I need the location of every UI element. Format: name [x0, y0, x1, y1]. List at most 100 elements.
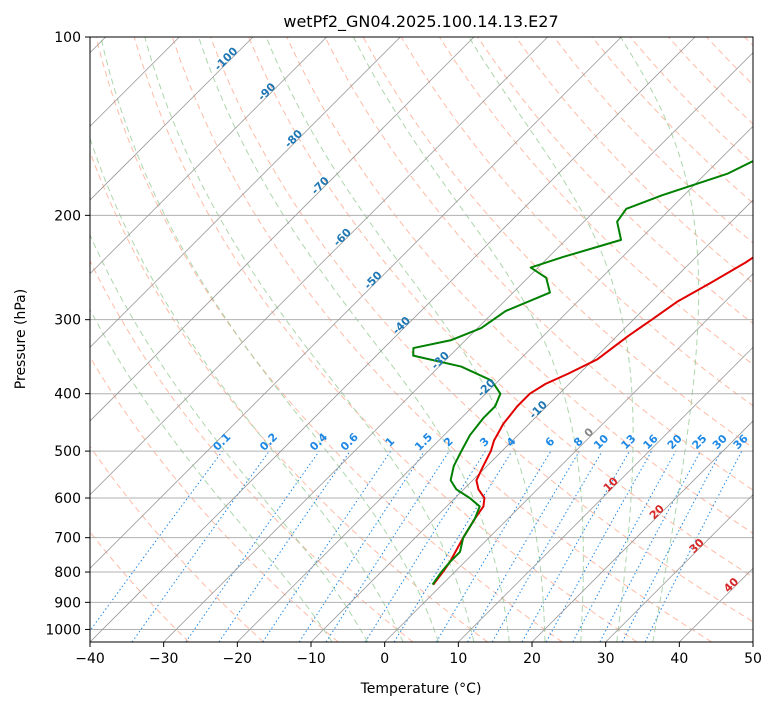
mixing-ratio-line	[644, 450, 743, 642]
moist-adiabat-line	[90, 136, 404, 642]
mixing-ratio-label: 6	[543, 434, 558, 449]
isotherm-gridline	[384, 273, 753, 642]
mixing-ratio-label: 1	[383, 435, 398, 450]
mixing-ratio-line	[90, 450, 223, 632]
mixing-ratio-label: 30	[710, 432, 730, 452]
y-tick-label: 600	[54, 491, 81, 507]
moist-adiabat-line	[198, 37, 510, 642]
isotherm-gridline	[90, 37, 401, 348]
isotherm-gridline	[752, 641, 753, 642]
y-tick-label: 1000	[45, 622, 81, 638]
mixing-ratio-label: 25	[690, 432, 710, 452]
temperature-profile-line	[432, 256, 753, 586]
mixing-ratio-label: 13	[619, 432, 639, 452]
x-tick-label: 0	[380, 651, 389, 667]
y-axis-label: Pressure (hPa)	[13, 289, 29, 389]
mixing-ratio-label: 36	[731, 432, 751, 452]
dry-adiabat-line	[90, 445, 264, 642]
isotherm-label: -70	[309, 174, 332, 197]
x-tick-label: −10	[296, 651, 326, 667]
y-tick-label: 900	[54, 595, 81, 611]
isotherm-gridline	[237, 125, 753, 642]
isotherm-gridline	[531, 420, 753, 642]
isotherm-label: -80	[282, 127, 305, 150]
moist-adiabat-line	[265, 37, 546, 642]
dry-adiabat-line	[286, 37, 753, 534]
isotherm-gridline	[90, 37, 622, 569]
axes: −40 −30 −20 −10 0 10 20 30 40 5010020030040050060…	[45, 30, 762, 667]
mixing-ratio-line	[218, 450, 351, 642]
x-tick-label: 40	[670, 651, 688, 667]
background-lines	[90, 37, 753, 642]
isotherm-gridline	[90, 37, 475, 422]
y-tick-label: 300	[54, 313, 81, 329]
mixing-ratio-line	[185, 450, 320, 642]
mixing-ratio-line	[393, 450, 513, 642]
mixing-ratio-label: 0.4	[307, 430, 330, 453]
isotherm-gridline	[605, 494, 753, 642]
dry-adiabat-line	[324, 37, 753, 491]
mixing-ratio-label: 2	[441, 435, 456, 450]
isotherm-label: -30	[429, 349, 452, 372]
moist-adiabat-line	[353, 37, 584, 642]
isotherm-label: -40	[390, 314, 413, 337]
mixing-ratio-label: 8	[571, 435, 586, 450]
x-tick-label: 10	[449, 651, 467, 667]
isotherm-label-warm: 10	[601, 474, 621, 494]
isotherm-gridline	[458, 346, 753, 642]
mixing-ratio-line	[131, 450, 270, 642]
mixing-ratio-line	[325, 450, 450, 642]
dry-adiabat-line	[133, 37, 638, 642]
isotherm-gridline	[310, 199, 753, 642]
moist-adiabat-line	[620, 37, 700, 642]
isotherm-gridline	[90, 37, 696, 642]
dry-adiabat-line	[90, 356, 339, 642]
isotherm-gridline	[90, 37, 254, 201]
isotherm-gridline	[90, 37, 548, 496]
y-tick-label: 700	[54, 531, 81, 547]
dry-adiabat-line	[171, 37, 712, 642]
isotherm-label: -10	[527, 398, 550, 421]
moist-adiabat-line	[468, 37, 634, 642]
dry-adiabat-line	[95, 37, 563, 642]
chart-title: wetPf2_GN04.2025.100.14.13.E27	[283, 12, 558, 32]
dry-adiabat-line	[90, 259, 414, 642]
isotherm-gridline	[163, 52, 753, 642]
mixing-ratio-label: 1.5	[412, 431, 435, 454]
isotherm-label-warm: 40	[721, 575, 741, 595]
mixing-ratio-line	[521, 450, 630, 642]
moist-adiabat-line	[90, 308, 333, 642]
mixing-ratio-label: 0.6	[338, 430, 361, 453]
x-tick-label: −30	[149, 651, 179, 667]
dry-adiabat-line	[515, 37, 753, 284]
dry-adiabat-line	[248, 37, 753, 578]
x-axis-label: Temperature (°C)	[360, 681, 482, 697]
mixing-ratio-line	[545, 450, 653, 642]
moist-adiabat-line	[90, 233, 369, 642]
x-tick-label: −40	[75, 651, 105, 667]
x-tick-label: −20	[223, 651, 253, 667]
moist-adiabat-line	[100, 37, 439, 642]
dry-adiabat-line	[668, 37, 753, 125]
isotherm-label: -100	[212, 44, 241, 73]
dry-adiabat-line	[553, 37, 753, 244]
isotherm-label: -60	[331, 226, 354, 249]
mixing-ratio-label: 0.2	[257, 431, 280, 454]
dry-adiabat-line	[591, 37, 753, 204]
plot-frame	[89, 36, 754, 643]
mixing-ratio-line	[262, 450, 392, 642]
x-tick-label: 20	[523, 651, 541, 667]
mixing-ratio-label: 3	[477, 435, 492, 450]
dry-adiabat-line	[90, 150, 488, 642]
dry-adiabat-line	[706, 37, 753, 86]
mixing-ratio-line	[572, 450, 677, 642]
mixing-ratio-line	[298, 450, 425, 642]
x-tick-label: 50	[744, 651, 762, 667]
y-tick-label: 500	[54, 444, 81, 460]
mixing-ratio-line	[435, 450, 552, 642]
mixing-ratio-label: 0.1	[210, 431, 233, 454]
mixing-ratio-line	[364, 450, 486, 642]
y-tick-label: 800	[54, 565, 81, 581]
